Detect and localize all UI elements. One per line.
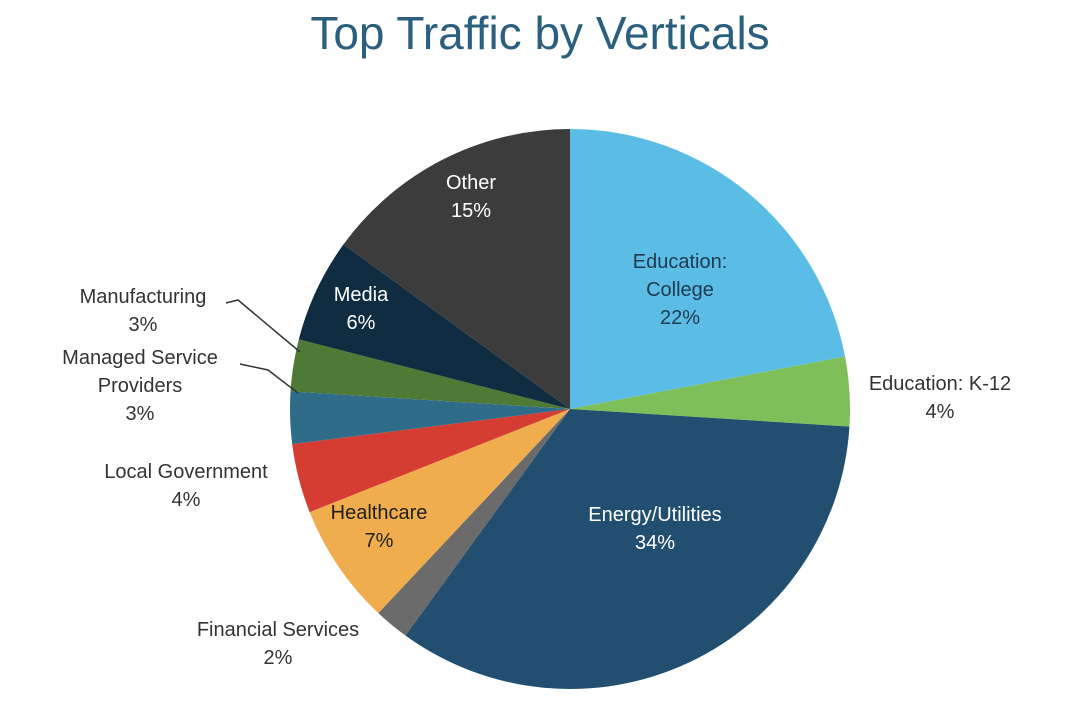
leader-line-6 bbox=[239, 363, 299, 394]
pie-slice-3 bbox=[378, 409, 570, 636]
slice-percent-5: 4% bbox=[172, 489, 201, 511]
slice-percent-0: 22% bbox=[660, 307, 700, 329]
slice-label-1: Education: K-12 bbox=[869, 373, 1011, 395]
pie-slice-1 bbox=[570, 356, 851, 427]
slice-label-4: Healthcare bbox=[331, 502, 428, 524]
slice-percent-7: 3% bbox=[129, 314, 158, 336]
slice-percent-1: 4% bbox=[926, 401, 955, 423]
pie-slice-7 bbox=[290, 339, 570, 409]
pie-slice-5 bbox=[292, 409, 570, 513]
slice-label-5: Local Government bbox=[104, 461, 268, 483]
pie-slice-9 bbox=[343, 129, 570, 409]
slice-label-2: Energy/Utilities bbox=[588, 504, 721, 526]
slice-percent-2: 34% bbox=[635, 532, 675, 554]
slice-label-8: Media bbox=[334, 284, 389, 306]
pie-slice-2 bbox=[405, 409, 850, 690]
slice-label-3: Financial Services bbox=[197, 619, 359, 641]
pie-slice-0 bbox=[570, 129, 846, 409]
slice-label-0: Education: bbox=[633, 251, 728, 273]
slice-label-7: Manufacturing bbox=[80, 286, 207, 308]
pie-slice-6 bbox=[290, 391, 570, 445]
leader-line-7 bbox=[225, 299, 301, 353]
chart-title: Top Traffic by Verticals bbox=[310, 7, 770, 59]
slice-label-6: Providers bbox=[98, 375, 182, 397]
pie-slice-4 bbox=[309, 409, 570, 614]
pie-slice-8 bbox=[298, 244, 570, 409]
slice-percent-8: 6% bbox=[347, 312, 376, 334]
slice-percent-6: 3% bbox=[126, 403, 155, 425]
slice-label-9: Other bbox=[446, 172, 496, 194]
slice-percent-3: 2% bbox=[264, 647, 293, 669]
slice-label-6: Managed Service bbox=[62, 347, 218, 369]
slice-percent-4: 7% bbox=[365, 530, 394, 552]
slice-percent-9: 15% bbox=[451, 200, 491, 222]
slice-label-0: College bbox=[646, 279, 714, 301]
